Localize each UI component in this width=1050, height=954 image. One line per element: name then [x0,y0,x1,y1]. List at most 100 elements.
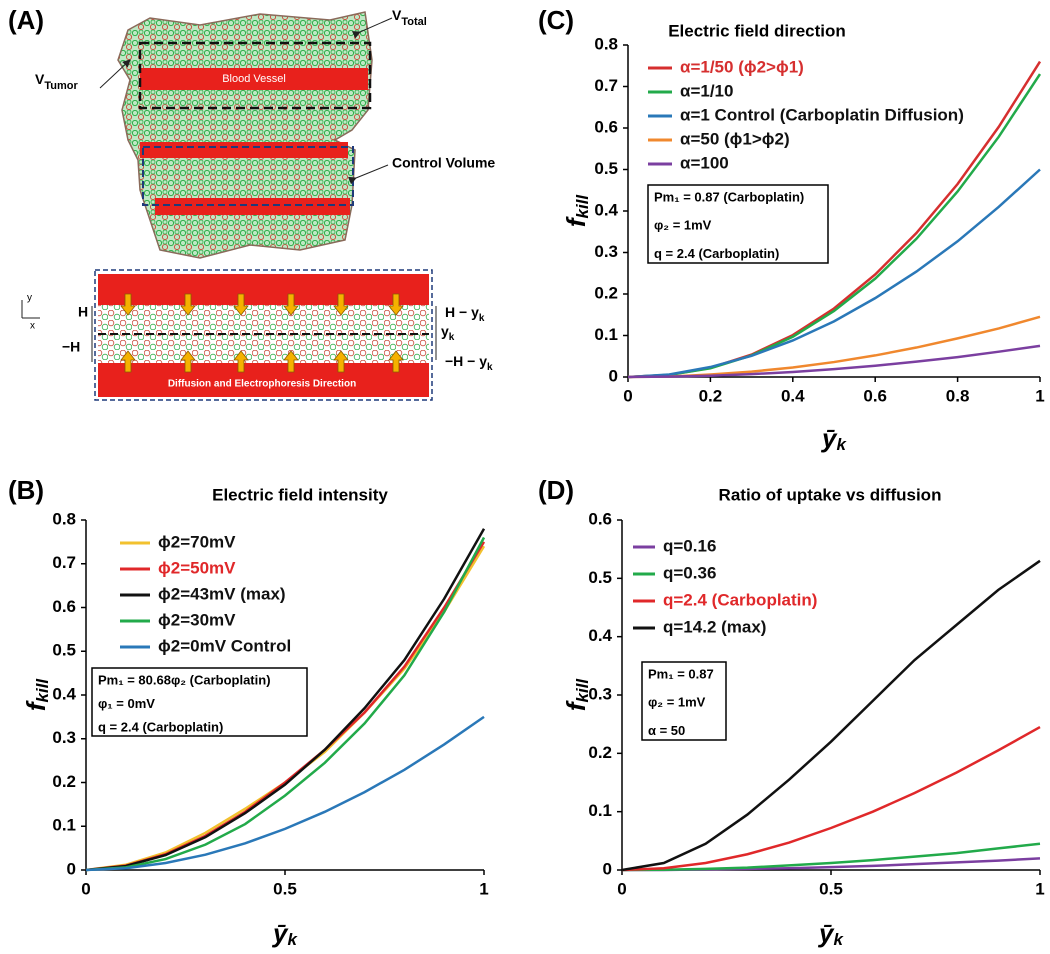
y-tick-label: 0.3 [594,242,618,261]
y-tick-label: 0 [603,859,612,878]
label: f [21,700,51,711]
x-axis-label: ȳk [271,918,298,950]
h: H [78,304,88,320]
v-total: VTotal [392,7,427,28]
subscript: k [837,435,848,454]
subscript: kill [33,678,52,703]
annotation: q = 2.4 (Carboplatin) [654,246,779,261]
label: ȳ [820,423,838,453]
y-tick-label: 0.5 [52,641,76,660]
arrows [120,293,404,373]
line [85,715,485,872]
legend-label: α=50 (ϕ1>ϕ2) [680,129,790,148]
yk: yk [441,323,455,343]
annotation: φ₁ = 0mV [98,696,155,711]
y-tick-label: 0.5 [588,568,612,587]
control-volume-box [142,146,354,206]
blood-vessel [140,68,368,90]
arrow [99,59,131,89]
y-tick-label: 0 [67,859,76,878]
x-tick-label: 0 [81,879,90,898]
axis-x: x [30,321,35,332]
chart-title: Electric field direction [668,21,846,40]
subscript: k [288,930,299,949]
legend-label: α=1/50 (ϕ2>ϕ1) [680,57,804,76]
line [627,344,1041,379]
v-tumor: VTumor [35,71,78,92]
line [85,536,486,872]
label: ȳ [271,918,289,948]
y-tick-label: 0.1 [52,816,76,835]
annotation: φ₂ = 1mV [648,695,706,710]
legend-label: q=0.16 [663,536,716,555]
panel-label: (D) [538,475,574,505]
annotation: φ₂ = 1mV [654,218,712,233]
y-tick-label: 0.8 [594,34,618,53]
y-tick-label: 0.2 [594,283,618,302]
arrow [348,164,389,185]
x-tick-label: 0.5 [819,879,843,898]
annotation: α = 50 [648,723,685,738]
subscript: kill [573,678,592,703]
y-axis-label: fkill [21,678,53,712]
y-tick-label: 0.3 [52,728,76,747]
tumor [117,11,373,259]
legend-label: α=1/10 [680,81,733,100]
label: y [441,323,449,339]
x-tick-label: 0.6 [863,386,887,405]
annotation-box [91,667,308,737]
y-tick-label: 0.1 [594,325,618,344]
annotation-box [647,184,829,264]
subscript: Tumor [44,80,78,92]
panel-label: (C) [538,5,574,35]
label: H − y [445,304,479,320]
axes-glyph [21,300,40,319]
x-tick-label: 1 [1035,386,1044,405]
blood-vessel [140,142,348,158]
x-tick-label: 0 [617,879,626,898]
y-tick-label: 0.2 [52,772,76,791]
chart: (D) Ratio of uptake vs diffusion 0 0.1 0.2 0.… [538,475,1045,950]
blood-vessel [155,198,350,215]
subscript: k [479,313,485,324]
legend-label: ϕ2=43mV (max) [158,584,286,603]
annotation: Pm₁ = 0.87 (Carboplatin) [654,189,804,204]
y-tick-label: 0.4 [594,200,618,219]
legend-label: q=14.2 (max) [663,617,766,636]
subscript: Total [401,16,426,28]
y-axis-label: fkill [561,678,593,712]
y-axis-label: fkill [561,194,593,228]
legend-label: ϕ2=70mV [158,532,236,551]
chart: (B) Electric field intensity 0 0.1 0.2 0.3 0.4… [8,475,489,950]
x-tick-label: 0.4 [781,386,805,405]
direction-label: Diffusion and Electrophoresis Direction [168,379,356,390]
y-tick-label: 0.6 [594,117,618,136]
y-tick-label: 0.3 [588,684,612,703]
y-tick-label: 0.7 [594,76,618,95]
subscript: k [487,362,493,373]
annotation: Pm₁ = 0.87 [648,666,714,681]
subscript: kill [573,194,592,219]
label: V [392,7,402,23]
total-volume [138,41,372,110]
chart-title: Electric field intensity [212,485,388,504]
h-minus-yk: H − yk [445,304,485,324]
label: f [561,700,591,711]
x-axis-label: ȳk [820,423,847,455]
subscript: k [449,332,455,343]
blood-vessel [98,274,429,305]
axis-y: y [27,293,32,304]
legend-label: α=1 Control (Carboplatin Diffusion) [680,105,964,124]
x-tick-label: 0.2 [699,386,723,405]
line [627,168,1041,379]
legend-label: α=100 [680,153,729,172]
label: −H − y [445,353,487,369]
diagram: (A) Blood Vessel VTotal VTumor Control V… [8,5,495,401]
legend-label: q=0.36 [663,563,716,582]
y-tick-label: 0.1 [588,801,612,820]
y-tick-label: 0.8 [52,509,76,528]
legend-label: ϕ2=50mV [158,558,236,577]
annotation: q = 2.4 (Carboplatin) [98,720,223,735]
panel-label: (B) [8,475,44,505]
